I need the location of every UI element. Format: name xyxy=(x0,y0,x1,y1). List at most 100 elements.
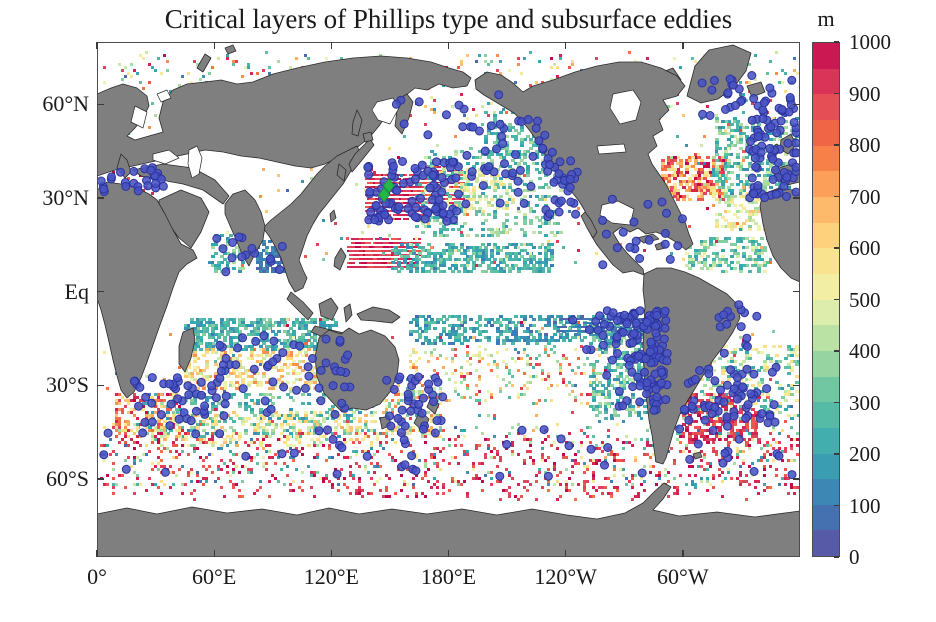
data-cell xyxy=(310,318,314,321)
data-cell xyxy=(259,321,263,324)
data-cell xyxy=(286,417,290,420)
data-cell xyxy=(220,333,224,336)
data-cell xyxy=(721,186,725,189)
data-cell xyxy=(196,345,200,348)
data-cell xyxy=(670,192,674,195)
data-cell xyxy=(250,357,254,360)
data-cell xyxy=(541,159,545,162)
data-cell xyxy=(466,183,470,186)
data-cell xyxy=(208,348,212,351)
data-cell xyxy=(508,123,512,126)
data-cell xyxy=(478,249,482,252)
data-cell xyxy=(757,255,761,258)
data-cell xyxy=(211,324,215,327)
data-cell xyxy=(472,207,476,210)
data-cell xyxy=(697,168,701,171)
data-cell xyxy=(550,243,554,246)
data-cell xyxy=(220,318,224,321)
data-cell xyxy=(496,234,500,237)
data-cell xyxy=(202,435,206,438)
data-cell xyxy=(256,381,260,384)
data-cell xyxy=(520,159,524,162)
data-cell xyxy=(259,426,263,429)
data-cell xyxy=(280,375,284,378)
data-cell xyxy=(736,240,740,243)
data-cell xyxy=(742,111,745,114)
data-cell xyxy=(394,267,398,270)
data-cell xyxy=(529,141,533,144)
data-cell xyxy=(718,171,722,174)
data-cell xyxy=(472,264,476,267)
data-cell xyxy=(166,60,169,63)
data-cell xyxy=(277,255,281,258)
data-cell xyxy=(214,252,218,255)
data-cell xyxy=(544,222,548,225)
data-cell xyxy=(724,159,728,162)
data-cell xyxy=(676,156,680,159)
data-cell xyxy=(769,171,773,174)
data-cell xyxy=(502,267,506,270)
data-cell xyxy=(433,231,437,234)
data-cell xyxy=(712,174,716,177)
data-cell xyxy=(457,174,463,176)
data-cell xyxy=(325,324,329,327)
data-cell xyxy=(268,72,271,75)
data-cell xyxy=(220,351,224,354)
data-cell xyxy=(454,201,458,204)
data-cell xyxy=(211,246,215,249)
data-cell xyxy=(676,162,680,165)
data-cell xyxy=(160,444,164,447)
data-cell xyxy=(313,366,317,369)
data-cell xyxy=(559,57,562,60)
data-cell xyxy=(199,336,203,339)
data-cell xyxy=(145,51,148,54)
data-cell xyxy=(553,234,557,237)
data-cell xyxy=(208,342,212,345)
data-cell xyxy=(556,231,560,234)
data-cell xyxy=(724,156,728,159)
data-cell xyxy=(226,318,230,321)
data-cell xyxy=(304,420,308,423)
data-cell xyxy=(487,258,491,261)
data-cell xyxy=(331,417,335,420)
data-cell xyxy=(253,429,257,432)
data-cell xyxy=(430,150,434,153)
data-cell xyxy=(736,216,740,219)
data-cell xyxy=(463,186,467,189)
data-cell xyxy=(424,225,428,228)
data-cell xyxy=(715,255,719,258)
data-cell xyxy=(556,75,559,78)
data-cell xyxy=(778,81,781,84)
data-cell xyxy=(679,66,682,69)
data-cell xyxy=(365,242,371,244)
data-cell xyxy=(229,417,233,420)
data-cell xyxy=(730,243,734,246)
data-cell xyxy=(433,255,437,258)
data-cell xyxy=(340,57,343,60)
data-cell xyxy=(795,117,799,120)
data-cell xyxy=(424,270,428,273)
data-cell xyxy=(418,183,422,186)
data-cell xyxy=(532,141,536,144)
data-cell xyxy=(427,249,431,252)
data-cell xyxy=(442,264,446,267)
data-cell xyxy=(481,162,485,165)
data-cell xyxy=(493,114,497,117)
data-cell xyxy=(505,264,509,267)
data-cell xyxy=(697,180,701,183)
data-cell xyxy=(721,270,725,273)
data-cell xyxy=(484,141,488,144)
data-cell xyxy=(271,396,275,399)
data-cell xyxy=(688,177,692,180)
data-cell xyxy=(157,417,161,420)
data-cell xyxy=(142,402,146,405)
data-cell xyxy=(463,252,467,255)
data-cell xyxy=(442,249,446,252)
data-cell xyxy=(205,375,209,378)
data-cell xyxy=(706,174,710,177)
data-cell xyxy=(448,189,452,192)
data-cell xyxy=(262,240,266,243)
data-cell xyxy=(445,234,449,237)
data-cell xyxy=(661,165,665,168)
data-cell xyxy=(397,194,403,196)
